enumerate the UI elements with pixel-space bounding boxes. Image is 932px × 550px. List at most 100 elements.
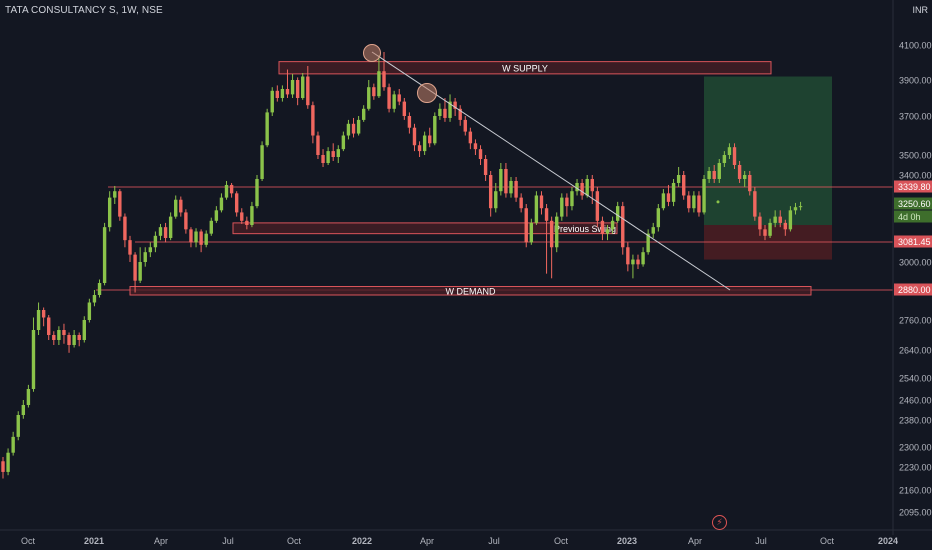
price-label-box [894,235,932,248]
candle [16,415,20,437]
candle [219,197,224,211]
swing-marker [417,83,437,103]
candle [595,191,600,221]
y-tick-label: 3900.00 [899,76,932,86]
candle [174,199,178,217]
candle [250,206,254,225]
y-tick-label: 2095.00 [899,508,932,518]
candle [234,193,239,213]
candle [47,317,51,335]
candle [631,259,635,265]
candle [351,123,356,134]
candle [402,101,407,116]
candle [295,80,300,98]
candle [107,197,112,228]
candle [671,182,676,202]
candle [158,227,163,236]
candle [123,216,127,241]
x-tick-label: Jul [755,536,767,546]
y-tick-label: 2160.00 [899,486,932,496]
candle [392,94,396,109]
candle [748,175,752,192]
candle [514,180,518,198]
x-tick-label: 2022 [352,536,372,546]
candle [321,155,325,163]
candle [488,175,493,209]
candle [433,116,437,144]
candle [341,135,346,150]
zone-label: W DEMAND [446,286,496,296]
candle [285,89,290,95]
price-label-box [894,180,932,193]
price-label: 3081.45 [898,237,931,247]
candle [524,208,528,243]
candle [214,210,219,221]
price-label-box [894,283,932,296]
candle [692,195,696,209]
candle [707,171,711,179]
price-label: 3339.80 [898,182,931,192]
lightning-icon[interactable]: ⚡ [712,515,727,530]
candle [621,206,625,248]
candle [509,180,513,194]
price-label: 2880.00 [898,285,931,295]
candle [11,436,15,453]
candle [422,135,427,152]
candle [676,175,681,183]
candle [417,145,422,152]
candle [36,310,41,330]
candle [585,178,589,196]
candle [544,208,549,221]
candle [6,452,10,472]
candle [682,175,686,196]
candle [712,171,716,179]
candle [656,208,661,228]
candle [494,191,498,209]
candle [372,87,376,97]
candle [732,147,737,165]
y-tick-label: 2760.00 [899,316,932,326]
candle [163,227,168,238]
last-price-dot [716,200,720,204]
candle [41,310,46,318]
candle [326,151,330,163]
y-tick-label: 3400.00 [899,171,932,181]
candle [793,207,798,211]
candle [539,195,544,209]
candle [290,80,295,95]
candle [118,191,122,217]
x-tick-label: Apr [420,536,434,546]
candle [26,389,31,405]
y-tick-label: 2380.00 [899,416,932,426]
candle [275,90,280,98]
candle [737,165,742,179]
candle [21,405,26,415]
candle [661,193,666,209]
candle [453,101,457,109]
candle [331,151,335,157]
candle [72,335,76,345]
zone-label: W SUPPLY [502,63,548,73]
y-tick-label: 3000.00 [899,258,932,268]
candle [199,231,203,245]
x-tick-label: 2021 [84,536,104,546]
candle [67,335,71,345]
candle [168,216,173,238]
candle [646,233,650,253]
candle [717,163,721,179]
candle [549,220,554,248]
candle [143,252,147,262]
candle [57,330,61,340]
y-tick-label: 3700.00 [899,112,932,122]
candle [763,229,767,236]
candle [783,222,788,230]
candle [641,252,645,265]
candle [265,112,269,146]
candle [788,210,793,230]
candle [499,169,503,192]
x-tick-label: 2023 [617,536,637,546]
candle [768,222,772,236]
candle [575,182,579,192]
candle [128,240,132,255]
